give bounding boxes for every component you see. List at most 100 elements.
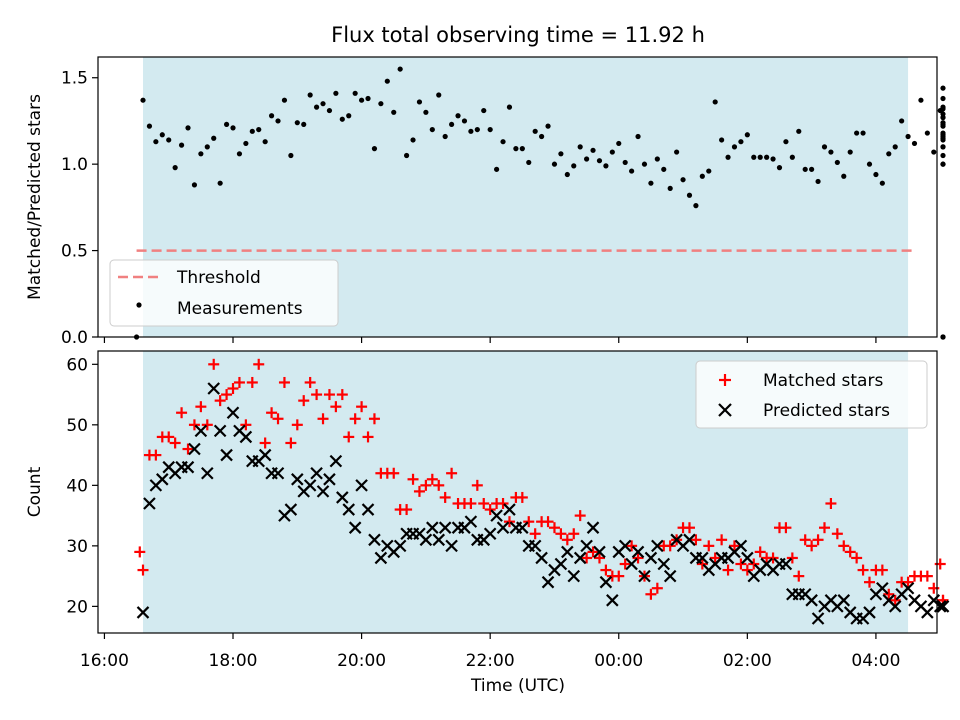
x-tick-label: 04:00 bbox=[851, 651, 900, 671]
predicted-star-point bbox=[419, 533, 433, 547]
x-tick-label: 22:00 bbox=[466, 651, 515, 671]
measurement-point bbox=[313, 104, 320, 110]
measurement-points bbox=[133, 66, 946, 340]
measurement-point bbox=[275, 118, 281, 124]
measurement-point bbox=[886, 151, 892, 157]
measurement-point bbox=[706, 168, 712, 174]
matched-star-point bbox=[439, 491, 451, 503]
measurement-point bbox=[301, 121, 307, 128]
matched-star-point bbox=[703, 540, 715, 552]
predicted-star-point bbox=[445, 539, 458, 553]
measurement-point bbox=[590, 147, 596, 153]
measurement-point bbox=[693, 203, 699, 209]
measurement-point bbox=[326, 107, 333, 114]
predicted-star-point bbox=[683, 533, 696, 547]
measurement-point bbox=[455, 113, 461, 119]
measurement-point bbox=[397, 66, 403, 72]
predicted-star-point bbox=[464, 515, 478, 528]
measurement-point bbox=[940, 144, 946, 150]
measurement-point bbox=[911, 140, 918, 147]
predicted-star-point bbox=[580, 539, 593, 553]
measurement-point bbox=[211, 135, 217, 141]
measurement-point bbox=[564, 171, 570, 178]
measurement-point bbox=[699, 173, 705, 179]
matched-star-point bbox=[478, 497, 490, 509]
measurement-point bbox=[403, 152, 410, 159]
measurement-point bbox=[940, 85, 946, 91]
predicted-star-point bbox=[342, 503, 356, 516]
matched-star-point bbox=[182, 443, 194, 455]
matched-star-point bbox=[291, 419, 303, 431]
measurement-point bbox=[789, 154, 795, 160]
measurement-point bbox=[616, 140, 622, 147]
matched-star-point bbox=[831, 528, 843, 540]
matched-star-point bbox=[587, 546, 599, 558]
predicted-star-point bbox=[220, 448, 233, 462]
matched-stars-points bbox=[134, 358, 949, 606]
matched-star-point bbox=[253, 358, 265, 370]
chart-title: Flux total observing time = 11.92 h bbox=[331, 23, 705, 47]
measurement-point bbox=[641, 161, 648, 167]
matched-star-point bbox=[298, 395, 310, 407]
measurement-point bbox=[905, 133, 911, 140]
measurement-point bbox=[940, 152, 946, 159]
measurement-point bbox=[731, 144, 738, 150]
predicted-star-point bbox=[606, 594, 619, 607]
matched-star-point bbox=[806, 540, 818, 552]
measurement-point bbox=[757, 154, 763, 160]
matched-star-point bbox=[330, 401, 342, 413]
measurement-point bbox=[940, 114, 946, 121]
measurement-point bbox=[384, 78, 390, 84]
measurement-point bbox=[236, 151, 243, 157]
measurement-point bbox=[828, 149, 834, 155]
predicted-star-point bbox=[374, 551, 388, 565]
matched-star-point bbox=[812, 534, 824, 546]
matched-star-point bbox=[433, 479, 445, 491]
predicted-star-point bbox=[239, 430, 253, 444]
matched-star-point bbox=[690, 534, 702, 546]
predicted-star-point bbox=[438, 521, 452, 534]
measurement-point bbox=[352, 90, 358, 96]
measurement-point bbox=[860, 130, 866, 136]
measurement-point bbox=[500, 139, 506, 145]
matched-star-point bbox=[568, 528, 580, 540]
measurement-point bbox=[764, 154, 770, 160]
measurement-point bbox=[751, 154, 757, 160]
matched-star-point bbox=[600, 564, 612, 576]
measurement-point bbox=[474, 126, 480, 133]
matched-star-point bbox=[266, 407, 278, 419]
measurement-point bbox=[153, 139, 159, 145]
measurement-point bbox=[223, 121, 230, 128]
measurement-point bbox=[796, 128, 802, 134]
measurement-point bbox=[262, 139, 268, 145]
matched-star-point bbox=[317, 413, 329, 425]
measurement-point bbox=[873, 171, 879, 178]
measurement-point bbox=[230, 125, 236, 131]
count-y-axis-label: Count bbox=[25, 466, 45, 517]
ratio-plot-frame bbox=[97, 56, 938, 338]
x-tick-label: 20:00 bbox=[337, 651, 386, 671]
predicted-star-point bbox=[741, 551, 754, 565]
measurement-point bbox=[217, 180, 223, 186]
matched-star-point bbox=[163, 431, 175, 443]
measurement-point bbox=[686, 192, 693, 198]
predicted-star-point bbox=[516, 521, 529, 534]
predicted-star-point bbox=[734, 539, 748, 553]
predicted-star-point bbox=[483, 527, 497, 541]
predicted-star-point bbox=[901, 581, 915, 595]
predicted-star-point bbox=[936, 600, 950, 613]
matched-star-point bbox=[780, 522, 792, 534]
measurement-point bbox=[603, 163, 609, 169]
measurement-point bbox=[146, 123, 153, 129]
measurement-point bbox=[940, 106, 946, 112]
measurement-point bbox=[609, 149, 615, 155]
predicted-star-point bbox=[156, 473, 169, 486]
matched-star-point bbox=[278, 376, 290, 388]
measurement-point bbox=[940, 334, 946, 340]
y-tick-label: 1.5 bbox=[61, 69, 88, 89]
measurement-point bbox=[584, 156, 590, 162]
predicted-star-point bbox=[535, 551, 548, 565]
matched-legend-swatch bbox=[719, 374, 731, 386]
measurement-point bbox=[940, 137, 946, 143]
matched-star-point bbox=[889, 594, 901, 606]
